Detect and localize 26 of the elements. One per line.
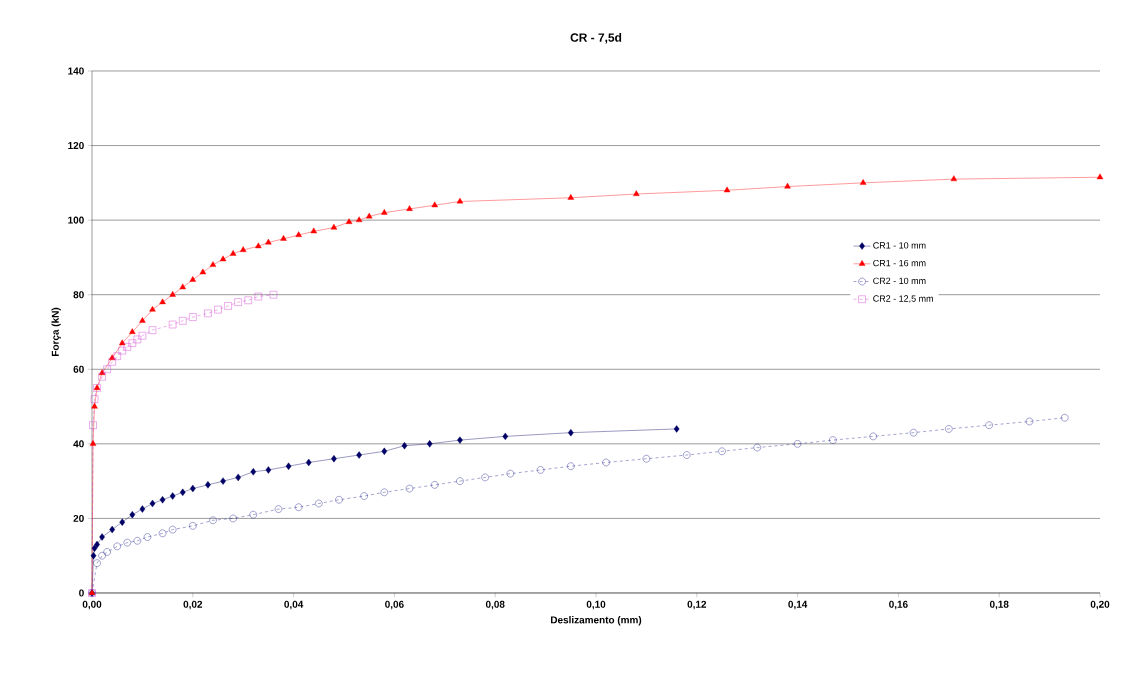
chart-title: CR - 7,5d	[570, 32, 622, 44]
legend-label: CR1 - 10 mm	[873, 242, 926, 249]
x-tick-label: 0,02	[183, 600, 203, 610]
y-axis-title: Força (kN)	[51, 307, 61, 356]
x-tick-label: 0,00	[82, 600, 102, 610]
y-tick-label: 140	[68, 67, 84, 75]
y-tick-label: 20	[73, 514, 84, 522]
x-tick-label: 0,04	[284, 600, 304, 610]
y-tick-label: 100	[68, 216, 84, 224]
x-tick-label: 0,20	[1090, 600, 1110, 610]
x-tick-label: 0,10	[586, 600, 606, 610]
x-tick-label: 0,18	[989, 600, 1009, 610]
y-tick-label: 60	[73, 365, 84, 373]
x-tick-label: 0,08	[485, 600, 505, 610]
y-tick-label: 40	[73, 440, 84, 448]
legend-label: CR2 - 12,5 mm	[873, 295, 933, 303]
x-tick-label: 0,14	[788, 600, 808, 610]
x-tick-label: 0,06	[385, 600, 404, 610]
x-axis-title: Deslizamento (mm)	[551, 616, 642, 626]
y-tick-label: 120	[68, 142, 84, 150]
x-tick-label: 0,12	[687, 600, 707, 610]
y-tick-label: 0	[79, 589, 84, 597]
y-tick-label: 80	[73, 291, 84, 299]
x-tick-label: 0,16	[889, 600, 908, 610]
legend-label: CR2 - 10 mm	[873, 277, 926, 284]
legend-label: CR1 - 16 mm	[873, 259, 926, 267]
